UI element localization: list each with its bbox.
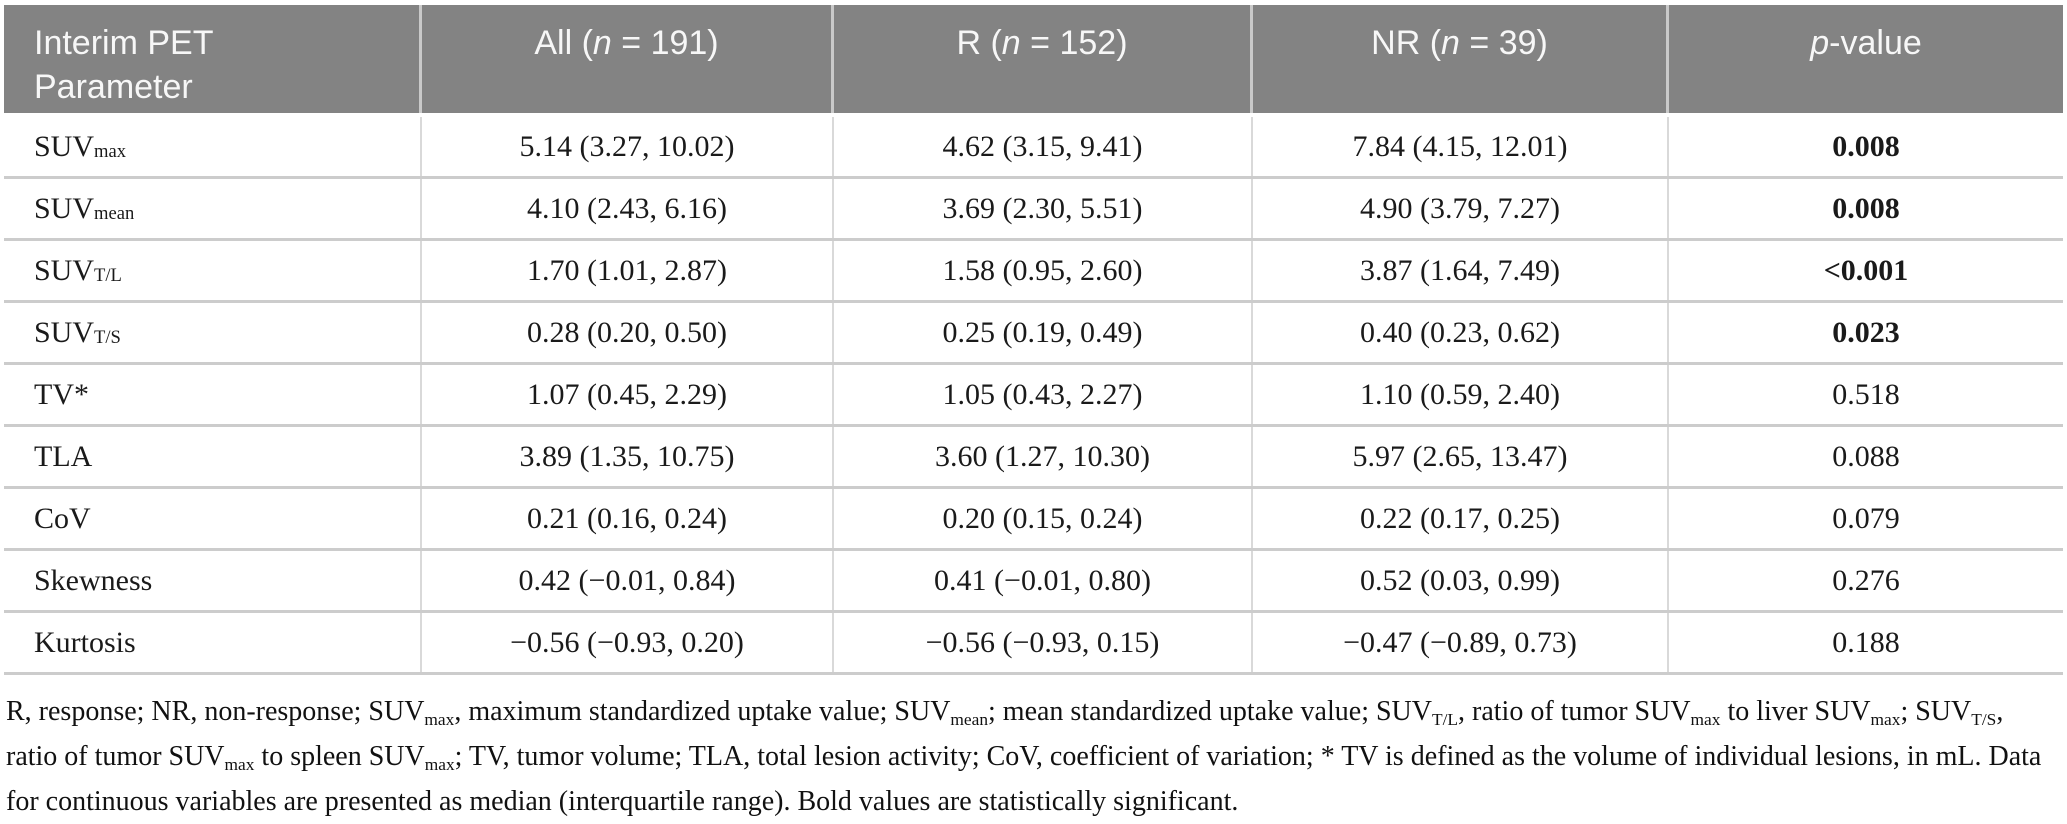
table-row: CoV 0.21 (0.16, 0.24) 0.20 (0.15, 0.24) 0.2… — [4, 489, 2063, 551]
table-row: SUV mean 4.10 (2.43, 6.16) 3.69 (2.30, 5.51… — [4, 179, 2063, 241]
cell-parameter: CoV — [4, 489, 422, 548]
cell-non-responders: 5.97 (2.65, 13.47) — [1253, 427, 1669, 486]
cell-responders: 1.05 (0.43, 2.27) — [834, 365, 1253, 424]
cell-all: 1.07 (0.45, 2.29) — [422, 365, 834, 424]
cell-responders: 0.20 (0.15, 0.24) — [834, 489, 1253, 548]
cell-all: 1.70 (1.01, 2.87) — [422, 241, 834, 300]
header-cell-non-responders: NR (n = 39) — [1253, 5, 1669, 113]
cell-parameter: TLA — [4, 427, 422, 486]
cell-responders: 1.58 (0.95, 2.60) — [834, 241, 1253, 300]
table-row: TV* 1.07 (0.45, 2.29) 1.05 (0.43, 2.27) 1.1… — [4, 365, 2063, 427]
cell-parameter: Kurtosis — [4, 613, 422, 672]
cell-responders: 4.62 (3.15, 9.41) — [834, 117, 1253, 176]
cell-p-value: 0.079 — [1832, 501, 1900, 535]
cell-parameter: SUV max — [4, 117, 422, 176]
cell-p-value: 0.008 — [1832, 129, 1900, 163]
cell-p-value: 0.008 — [1832, 191, 1900, 225]
cell-all: 0.21 (0.16, 0.24) — [422, 489, 834, 548]
cell-non-responders: 7.84 (4.15, 12.01) — [1253, 117, 1669, 176]
cell-p-value: 0.023 — [1832, 315, 1900, 349]
cell-non-responders: 1.10 (0.59, 2.40) — [1253, 365, 1669, 424]
cell-p-value: 0.188 — [1832, 625, 1900, 659]
cell-responders: 3.69 (2.30, 5.51) — [834, 179, 1253, 238]
cell-all: 0.28 (0.20, 0.50) — [422, 303, 834, 362]
table-row: SUV T/S 0.28 (0.20, 0.50) 0.25 (0.19, 0.49)… — [4, 303, 2063, 365]
table-row: Skewness 0.42 (−0.01, 0.84) 0.41 (−0.01, 0… — [4, 551, 2063, 613]
cell-responders: 3.60 (1.27, 10.30) — [834, 427, 1253, 486]
cell-responders: 0.41 (−0.01, 0.80) — [834, 551, 1253, 610]
table-row: TLA 3.89 (1.35, 10.75) 3.60 (1.27, 10.30) 5… — [4, 427, 2063, 489]
cell-non-responders: 0.22 (0.17, 0.25) — [1253, 489, 1669, 548]
table-header-row: Interim PET Parameter All (n = 191) R (n… — [4, 5, 2063, 113]
cell-parameter: SUV T/L — [4, 241, 422, 300]
cell-parameter: SUV mean — [4, 179, 422, 238]
cell-all: 3.89 (1.35, 10.75) — [422, 427, 834, 486]
cell-all: 5.14 (3.27, 10.02) — [422, 117, 834, 176]
interim-pet-parameters-table: Interim PET Parameter All (n = 191) R (n… — [4, 5, 2063, 675]
cell-non-responders: 3.87 (1.64, 7.49) — [1253, 241, 1669, 300]
table-row: Kurtosis −0.56 (−0.93, 0.20) −0.56 (−0.93,… — [4, 613, 2063, 675]
cell-all: −0.56 (−0.93, 0.20) — [422, 613, 834, 672]
header-cell-all: All (n = 191) — [422, 5, 834, 113]
table-body: SUV max 5.14 (3.27, 10.02) 4.62 (3.15, 9.41… — [4, 117, 2063, 675]
cell-responders: 0.25 (0.19, 0.49) — [834, 303, 1253, 362]
cell-parameter: Skewness — [4, 551, 422, 610]
header-cell-responders: R (n = 152) — [834, 5, 1253, 113]
cell-p-value: 0.276 — [1832, 563, 1900, 597]
cell-p-value: 0.518 — [1832, 377, 1900, 411]
cell-all: 4.10 (2.43, 6.16) — [422, 179, 834, 238]
table-footnote: R, response; NR, non-response; SUVmax, m… — [6, 696, 2042, 817]
cell-non-responders: −0.47 (−0.89, 0.73) — [1253, 613, 1669, 672]
cell-non-responders: 0.52 (0.03, 0.99) — [1253, 551, 1669, 610]
cell-all: 0.42 (−0.01, 0.84) — [422, 551, 834, 610]
cell-parameter: TV* — [4, 365, 422, 424]
cell-parameter: SUV T/S — [4, 303, 422, 362]
cell-responders: −0.56 (−0.93, 0.15) — [834, 613, 1253, 672]
cell-p-value: 0.088 — [1832, 439, 1900, 473]
header-cell-interim-pet-parameter: Interim PET Parameter — [4, 5, 422, 113]
cell-non-responders: 0.40 (0.23, 0.62) — [1253, 303, 1669, 362]
header-cell-p-value: p-value — [1810, 24, 1922, 62]
cell-non-responders: 4.90 (3.79, 7.27) — [1253, 179, 1669, 238]
table-row: SUV T/L 1.70 (1.01, 2.87) 1.58 (0.95, 2.60)… — [4, 241, 2063, 303]
cell-p-value: <0.001 — [1823, 253, 1909, 287]
table-row: SUV max 5.14 (3.27, 10.02) 4.62 (3.15, 9.41… — [4, 117, 2063, 179]
